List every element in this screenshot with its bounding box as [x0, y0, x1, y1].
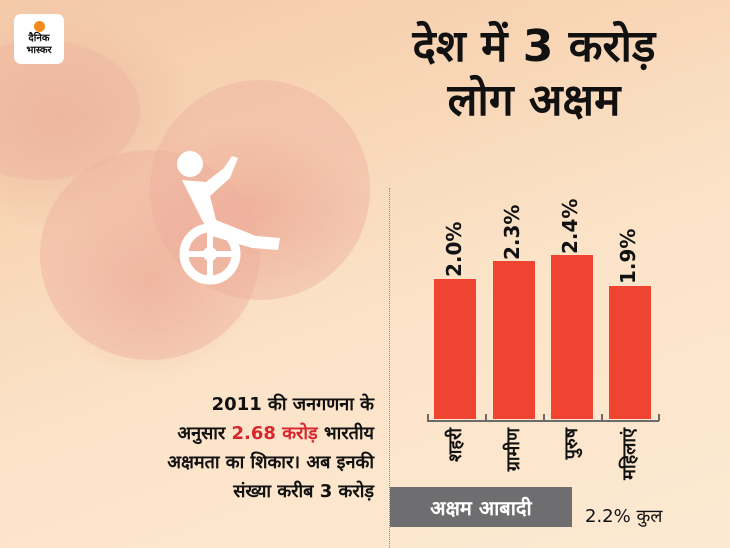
caption-line2-prefix: अनुसार [177, 423, 232, 444]
headline: देश में 3 करोड़ लोग अक्षम [364, 20, 704, 128]
logo-sun-icon [33, 21, 45, 32]
value-label-rural: 2.3% [500, 204, 524, 260]
value-label-female: 1.9% [616, 228, 640, 284]
wheelchair-figure-icon [177, 151, 280, 285]
x-axis-tick [543, 414, 545, 421]
panel-divider [389, 188, 390, 548]
category-label-male: पुरुष [561, 428, 582, 460]
bar-rural [493, 261, 535, 419]
caption-highlight-number: 2.68 करोड़ [231, 423, 318, 444]
bar-urban [434, 279, 476, 419]
value-label-urban: 2.0% [442, 221, 466, 277]
logo-text-line2: भास्कर [26, 45, 52, 56]
category-label-urban: शहरी [445, 428, 466, 462]
bar-male [551, 255, 593, 419]
logo-text-line1: दैनिक [28, 33, 50, 44]
headline-line2: लोग अक्षम [447, 75, 621, 126]
value-label-male: 2.4% [558, 198, 582, 254]
caption-line3: अक्षमता का शिकार। अब इनकी [167, 452, 374, 473]
plot-area: 2.0% 2.3% 2.4% 1.9% [420, 198, 670, 419]
x-axis-tick [485, 414, 487, 421]
legend-total-value: 2.2% कुल [585, 506, 663, 527]
x-axis-tick [427, 414, 429, 421]
headline-line1: देश में 3 करोड़ [412, 21, 656, 72]
category-label-rural: ग्रामीण [503, 428, 524, 472]
dainik-bhaskar-logo: दैनिक भास्कर [14, 14, 64, 64]
caption-line1: 2011 की जनगणना के [211, 394, 374, 415]
caption-line2: अनुसार 2.68 करोड़ भारतीय [120, 419, 374, 448]
x-axis [427, 420, 659, 422]
legend-label-box: अक्षम आबादी [390, 487, 572, 527]
caption-line4: संख्या करीब 3 करोड़ [233, 481, 374, 502]
category-label-female: महिलाएं [619, 428, 640, 480]
x-axis-tick [658, 414, 660, 421]
bar-female [609, 286, 651, 419]
caption-line2-suffix: भारतीय [317, 423, 374, 444]
disability-bar-chart: 2.0% 2.3% 2.4% 1.9% [420, 198, 670, 490]
x-axis-tick [601, 414, 603, 421]
caption-text: 2011 की जनगणना के अनुसार 2.68 करोड़ भारत… [120, 390, 374, 506]
